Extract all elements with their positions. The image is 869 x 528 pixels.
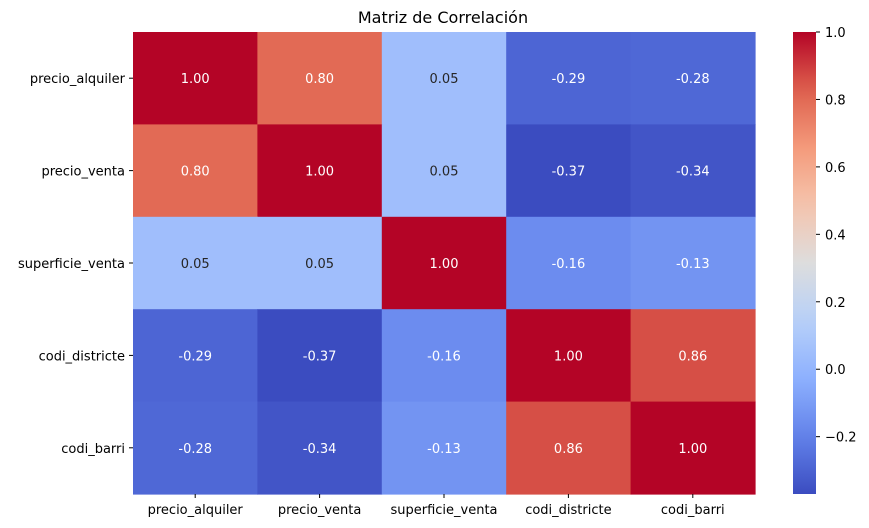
column-tick-label: precio_alquiler bbox=[148, 503, 244, 518]
heatmap-cell bbox=[133, 401, 258, 495]
cell-value-label: 0.86 bbox=[678, 349, 707, 364]
colorbar-tick-label: −0.2 bbox=[825, 431, 857, 446]
row-tick-label: precio_venta bbox=[41, 165, 125, 180]
cell-value-label: 0.05 bbox=[305, 257, 334, 272]
cell-value-label: 1.00 bbox=[305, 165, 334, 180]
heatmap-cell bbox=[630, 401, 756, 495]
cell-value-label: 0.86 bbox=[554, 442, 583, 457]
cell-value-label: 1.00 bbox=[181, 72, 210, 87]
heatmap-cell bbox=[133, 309, 258, 403]
cell-value-label: -0.28 bbox=[178, 442, 212, 457]
row-tick-label: precio_alquiler bbox=[30, 72, 126, 87]
chart-title: Matriz de Correlación bbox=[358, 8, 528, 27]
heatmap-cell bbox=[257, 309, 383, 403]
heatmap-cell bbox=[133, 216, 258, 310]
heatmap-cell bbox=[381, 401, 507, 495]
cell-value-label: -0.29 bbox=[552, 72, 586, 87]
heatmap-cell bbox=[630, 124, 756, 218]
heatmap-cell bbox=[630, 216, 756, 310]
heatmap-cell bbox=[381, 32, 507, 125]
heatmap-cell bbox=[506, 32, 632, 125]
row-tick-label: superficie_venta bbox=[18, 257, 125, 272]
row-tick-labels: precio_alquiler precio_venta superficie_ve… bbox=[18, 72, 133, 457]
cell-value-label: 0.05 bbox=[430, 165, 459, 180]
heatmap-cell bbox=[381, 216, 507, 310]
cell-value-label: 0.80 bbox=[181, 165, 210, 180]
column-tick-label: precio_venta bbox=[278, 503, 362, 518]
cell-value-label: 0.05 bbox=[430, 72, 459, 87]
heatmap-cell bbox=[630, 309, 756, 403]
heatmap-cell bbox=[257, 32, 383, 125]
heatmap-cell bbox=[257, 401, 383, 495]
cell-value-label: -0.29 bbox=[178, 349, 212, 364]
colorbar-tick-label: 0.2 bbox=[825, 296, 846, 311]
heatmap-cell bbox=[630, 32, 756, 125]
colorbar-tick-label: 0.0 bbox=[825, 363, 846, 378]
cell-value-label: 1.00 bbox=[430, 257, 459, 272]
colorbar: −0.2 0.0 0.2 0.4 0.6 0.8 1.0 bbox=[793, 26, 857, 494]
heatmap-cell bbox=[257, 124, 383, 218]
column-tick-labels: precio_alquiler precio_venta superficie_ve… bbox=[148, 494, 725, 518]
cell-value-label: 0.05 bbox=[181, 257, 210, 272]
heatmap-cell bbox=[506, 309, 632, 403]
cell-value-label: -0.28 bbox=[676, 72, 710, 87]
cell-value-label: -0.16 bbox=[552, 257, 586, 272]
column-tick-label: codi_districte bbox=[525, 503, 611, 518]
row-tick-label: codi_districte bbox=[39, 349, 125, 364]
cell-value-label: -0.34 bbox=[303, 442, 337, 457]
colorbar-tick-label: 0.8 bbox=[825, 93, 846, 108]
column-tick-label: superficie_venta bbox=[390, 503, 497, 518]
cell-value-label: -0.37 bbox=[552, 165, 586, 180]
heatmap-cell bbox=[506, 124, 632, 218]
cell-value-label: -0.16 bbox=[427, 349, 461, 364]
colorbar-tick-label: 0.6 bbox=[825, 161, 846, 176]
row-tick-label: codi_barri bbox=[61, 442, 125, 457]
colorbar-gradient bbox=[793, 32, 816, 494]
heatmap-cells: 1.00 0.80 0.05 -0.29 -0.28 0.80 1.00 0.05 -0.37 -… bbox=[133, 32, 756, 495]
heatmap-cell bbox=[381, 124, 507, 218]
heatmap-cell bbox=[506, 216, 632, 310]
colorbar-tick-label: 1.0 bbox=[825, 26, 846, 41]
cell-value-label: -0.13 bbox=[676, 257, 710, 272]
cell-value-label: 1.00 bbox=[554, 349, 583, 364]
column-tick-label: codi_barri bbox=[661, 503, 725, 518]
cell-value-label: 0.80 bbox=[305, 72, 334, 87]
cell-value-label: -0.13 bbox=[427, 442, 461, 457]
cell-value-label: -0.34 bbox=[676, 165, 710, 180]
cell-value-label: -0.37 bbox=[303, 349, 337, 364]
cell-value-label: 1.00 bbox=[678, 442, 707, 457]
heatmap-cell bbox=[257, 216, 383, 310]
heatmap-cell bbox=[381, 309, 507, 403]
colorbar-tick-label: 0.4 bbox=[825, 228, 846, 243]
heatmap-cell bbox=[133, 124, 258, 218]
heatmap-cell bbox=[506, 401, 632, 495]
heatmap-cell bbox=[133, 32, 258, 125]
